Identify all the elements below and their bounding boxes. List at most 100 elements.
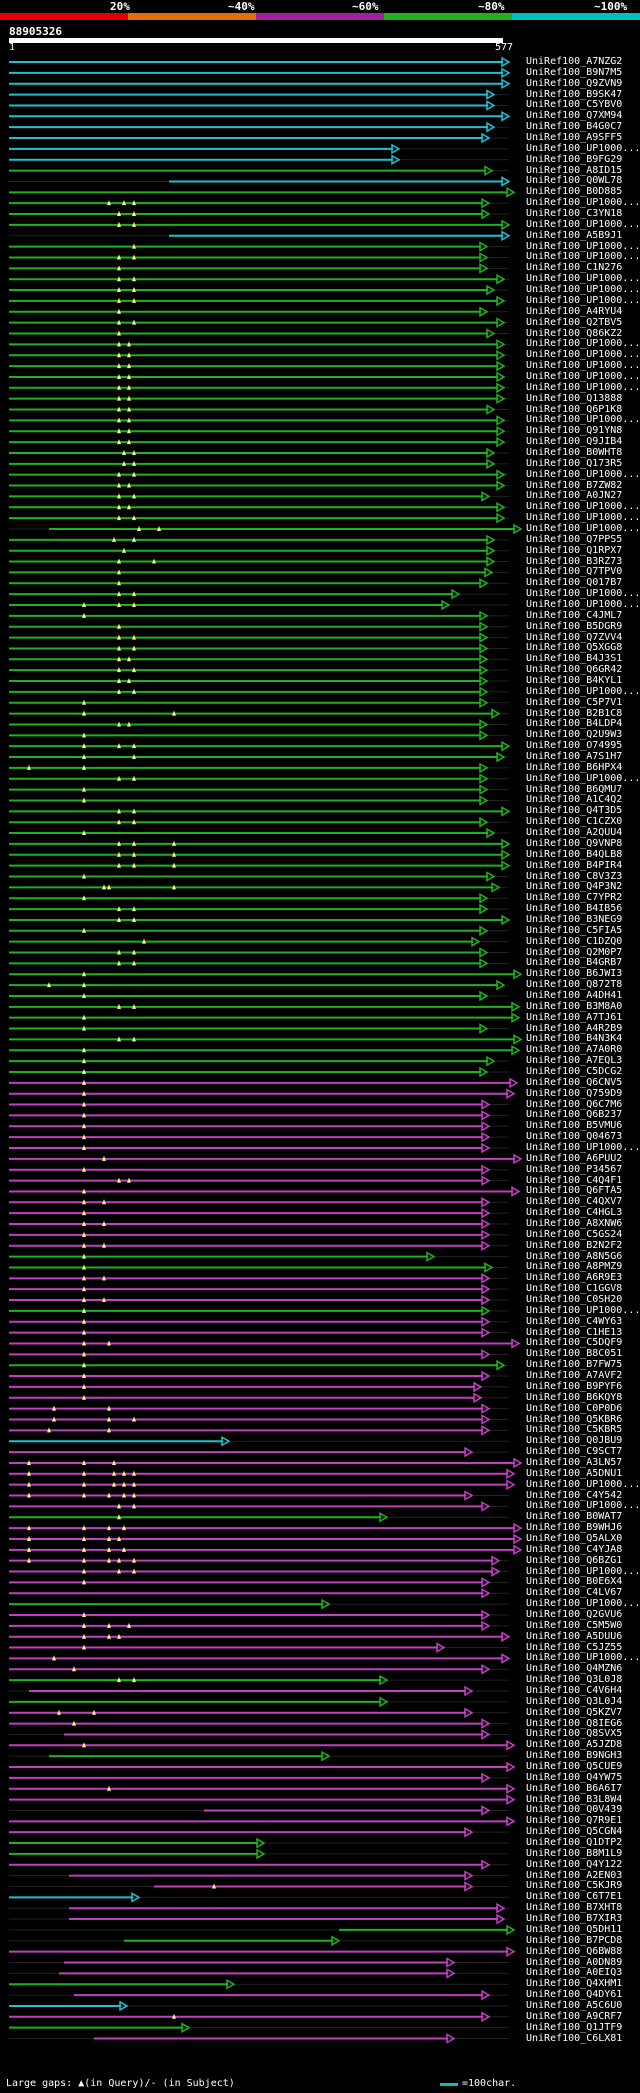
hit-label-link[interactable]: UniRef100_Q5ALX0	[526, 1532, 623, 1544]
hit-label-link[interactable]: UniRef100_B9PYF6	[526, 1380, 623, 1392]
hit-label-link[interactable]: UniRef100_Q6GR42	[526, 664, 623, 676]
hit-label-link[interactable]: UniRef100_A7EQL3	[526, 1055, 623, 1067]
hit-label-link[interactable]: UniRef100_B9NGH3	[526, 1750, 623, 1762]
hit-label-link[interactable]: UniRef100_UP1000...	[526, 294, 640, 306]
hit-label-link[interactable]: UniRef100_Q1JTF9	[526, 2021, 623, 2033]
hit-label-link[interactable]: UniRef100_C5DQF9	[526, 1337, 623, 1349]
hit-label-link[interactable]: UniRef100_C5KJR9	[526, 1880, 623, 1892]
hit-label-link[interactable]: UniRef100_Q4DY61	[526, 1989, 623, 2001]
hit-label-link[interactable]: UniRef100_B4QLB8	[526, 848, 623, 860]
hit-label-link[interactable]: UniRef100_UP1000...	[526, 468, 640, 480]
hit-label-link[interactable]: UniRef100_Q8IEG6	[526, 1717, 623, 1729]
hit-label-link[interactable]: UniRef100_B4LDP4	[526, 718, 623, 730]
hit-label-link[interactable]: UniRef100_B6QMU7	[526, 783, 623, 795]
hit-label-link[interactable]: UniRef100_B4G0C7	[526, 121, 623, 133]
hit-label-link[interactable]: UniRef100_UP1000...	[526, 251, 640, 263]
hit-label-link[interactable]: UniRef100_UP1000...	[526, 360, 640, 372]
hit-label-link[interactable]: UniRef100_A0JN27	[526, 490, 623, 502]
hit-label-link[interactable]: UniRef100_A0EIQ3	[526, 1967, 623, 1979]
hit-label-link[interactable]: UniRef100_Q2M0P7	[526, 946, 623, 958]
hit-label-link[interactable]: UniRef100_A5DUU6	[526, 1630, 623, 1642]
hit-label-link[interactable]: UniRef100_Q9ZVN9	[526, 77, 623, 89]
hit-label-link[interactable]: UniRef100_Q6BZG1	[526, 1554, 623, 1566]
hit-label-link[interactable]: UniRef100_Q7XM94	[526, 110, 623, 122]
hit-label-link[interactable]: UniRef100_UP1000...	[526, 273, 640, 285]
hit-label-link[interactable]: UniRef100_Q7TPV0	[526, 566, 623, 578]
hit-label-link[interactable]: UniRef100_B6KQY8	[526, 1391, 623, 1403]
hit-label-link[interactable]: UniRef100_A8PMZ9	[526, 1261, 623, 1273]
hit-label-link[interactable]: UniRef100_Q13888	[526, 392, 623, 404]
hit-label-link[interactable]: UniRef100_UP1000...	[526, 512, 640, 524]
hit-label-link[interactable]: UniRef100_C1GGV8	[526, 1283, 623, 1295]
hit-label-link[interactable]: UniRef100_C4HGL3	[526, 1207, 623, 1219]
hit-label-link[interactable]: UniRef100_C0SH20	[526, 1294, 623, 1306]
hit-label-link[interactable]: UniRef100_Q173R5	[526, 457, 623, 469]
hit-label-link[interactable]: UniRef100_A4DH41	[526, 989, 623, 1001]
hit-label-link[interactable]: UniRef100_Q5KZV7	[526, 1706, 623, 1718]
hit-label-link[interactable]: UniRef100_Q0JBU9	[526, 1435, 623, 1447]
hit-label-link[interactable]: UniRef100_A2QUU4	[526, 827, 623, 839]
hit-label-link[interactable]: UniRef100_Q04673	[526, 1131, 623, 1143]
hit-label-link[interactable]: UniRef100_UP1000...	[526, 370, 640, 382]
hit-label-link[interactable]: UniRef100_UP1000...	[526, 1652, 640, 1664]
hit-label-link[interactable]: UniRef100_Q5CGN4	[526, 1826, 623, 1838]
hit-label-link[interactable]: UniRef100_Q0WL78	[526, 175, 623, 187]
hit-label-link[interactable]: UniRef100_Q6C7M6	[526, 1098, 623, 1110]
hit-label-link[interactable]: UniRef100_B9SK47	[526, 88, 623, 100]
hit-label-link[interactable]: UniRef100_A7S1H7	[526, 751, 623, 763]
hit-label-link[interactable]: UniRef100_C1CZX0	[526, 816, 623, 828]
hit-label-link[interactable]: UniRef100_B4GRB7	[526, 957, 623, 969]
hit-label-link[interactable]: UniRef100_B3L8W4	[526, 1793, 623, 1805]
hit-label-link[interactable]: UniRef100_B2B1C8	[526, 707, 623, 719]
hit-label-link[interactable]: UniRef100_Q017B7	[526, 577, 623, 589]
hit-label-link[interactable]: UniRef100_C5JZ55	[526, 1641, 623, 1653]
hit-label-link[interactable]: UniRef100_Q2U9W3	[526, 729, 623, 741]
hit-label-link[interactable]: UniRef100_C4LV67	[526, 1587, 623, 1599]
hit-label-link[interactable]: UniRef100_B4PIR4	[526, 859, 623, 871]
hit-label-link[interactable]: UniRef100_B7XIR3	[526, 1913, 623, 1925]
hit-label-link[interactable]: UniRef100_Q2TBV5	[526, 316, 623, 328]
hit-label-link[interactable]: UniRef100_B5DGR9	[526, 620, 623, 632]
hit-label-link[interactable]: UniRef100_B9WHJ6	[526, 1522, 623, 1534]
hit-label-link[interactable]: UniRef100_B0WAT7	[526, 1511, 623, 1523]
hit-label-link[interactable]: UniRef100_UP1000...	[526, 197, 640, 209]
hit-label-link[interactable]: UniRef100_A3LN57	[526, 1456, 623, 1468]
hit-label-link[interactable]: UniRef100_B6HPX4	[526, 761, 623, 773]
hit-label-link[interactable]: UniRef100_B9FG29	[526, 153, 623, 165]
hit-label-link[interactable]: UniRef100_B7PCD8	[526, 1934, 623, 1946]
hit-label-link[interactable]: UniRef100_A7TJ61	[526, 1011, 623, 1023]
hit-label-link[interactable]: UniRef100_Q8SVX5	[526, 1728, 623, 1740]
hit-label-link[interactable]: UniRef100_A7NZG2	[526, 56, 623, 67]
hit-label-link[interactable]: UniRef100_A4RYU4	[526, 305, 623, 317]
hit-label-link[interactable]: UniRef100_UP1000...	[526, 381, 640, 393]
hit-label-link[interactable]: UniRef100_B6A6I7	[526, 1782, 623, 1794]
hit-label-link[interactable]: UniRef100_C5P7V1	[526, 696, 623, 708]
hit-label-link[interactable]: UniRef100_Q6CNV5	[526, 1076, 623, 1088]
hit-label-link[interactable]: UniRef100_A6PUU2	[526, 1152, 623, 1164]
hit-label-link[interactable]: UniRef100_Q86KZ2	[526, 327, 623, 339]
hit-label-link[interactable]: UniRef100_P34567	[526, 1163, 623, 1175]
hit-label-link[interactable]: UniRef100_C3YN18	[526, 208, 623, 220]
hit-label-link[interactable]: UniRef100_Q4MZN6	[526, 1663, 623, 1675]
hit-label-link[interactable]: UniRef100_Q1DTP2	[526, 1837, 623, 1849]
hit-label-link[interactable]: UniRef100_UP1000...	[526, 522, 640, 534]
hit-label-link[interactable]: UniRef100_A7AVF2	[526, 1370, 623, 1382]
hit-label-link[interactable]: UniRef100_C4JML7	[526, 609, 623, 621]
hit-label-link[interactable]: UniRef100_A4R2B9	[526, 1022, 623, 1034]
hit-label-link[interactable]: UniRef100_Q3L0J4	[526, 1695, 623, 1707]
hit-label-link[interactable]: UniRef100_C7YPR2	[526, 892, 623, 904]
hit-label-link[interactable]: UniRef100_Q5CUE9	[526, 1761, 623, 1773]
hit-label-link[interactable]: UniRef100_UP1000...	[526, 1478, 640, 1490]
hit-label-link[interactable]: UniRef100_C4QXV7	[526, 1196, 623, 1208]
hit-label-link[interactable]: UniRef100_B7ZW82	[526, 479, 623, 491]
hit-label-link[interactable]: UniRef100_A2EN03	[526, 1869, 623, 1881]
hit-label-link[interactable]: UniRef100_C4Q4F1	[526, 1174, 623, 1186]
hit-label-link[interactable]: UniRef100_Q4XHM1	[526, 1978, 623, 1990]
hit-label-link[interactable]: UniRef100_A5JZD8	[526, 1739, 623, 1751]
hit-label-link[interactable]: UniRef100_A5DNU1	[526, 1467, 623, 1479]
hit-label-link[interactable]: UniRef100_B4J3S1	[526, 653, 623, 665]
hit-label-link[interactable]: UniRef100_A5B9J1	[526, 229, 623, 241]
hit-label-link[interactable]: UniRef100_A8ID15	[526, 164, 623, 176]
hit-label-link[interactable]: UniRef100_UP1000...	[526, 240, 640, 252]
hit-label-link[interactable]: UniRef100_C5YBV0	[526, 99, 623, 111]
